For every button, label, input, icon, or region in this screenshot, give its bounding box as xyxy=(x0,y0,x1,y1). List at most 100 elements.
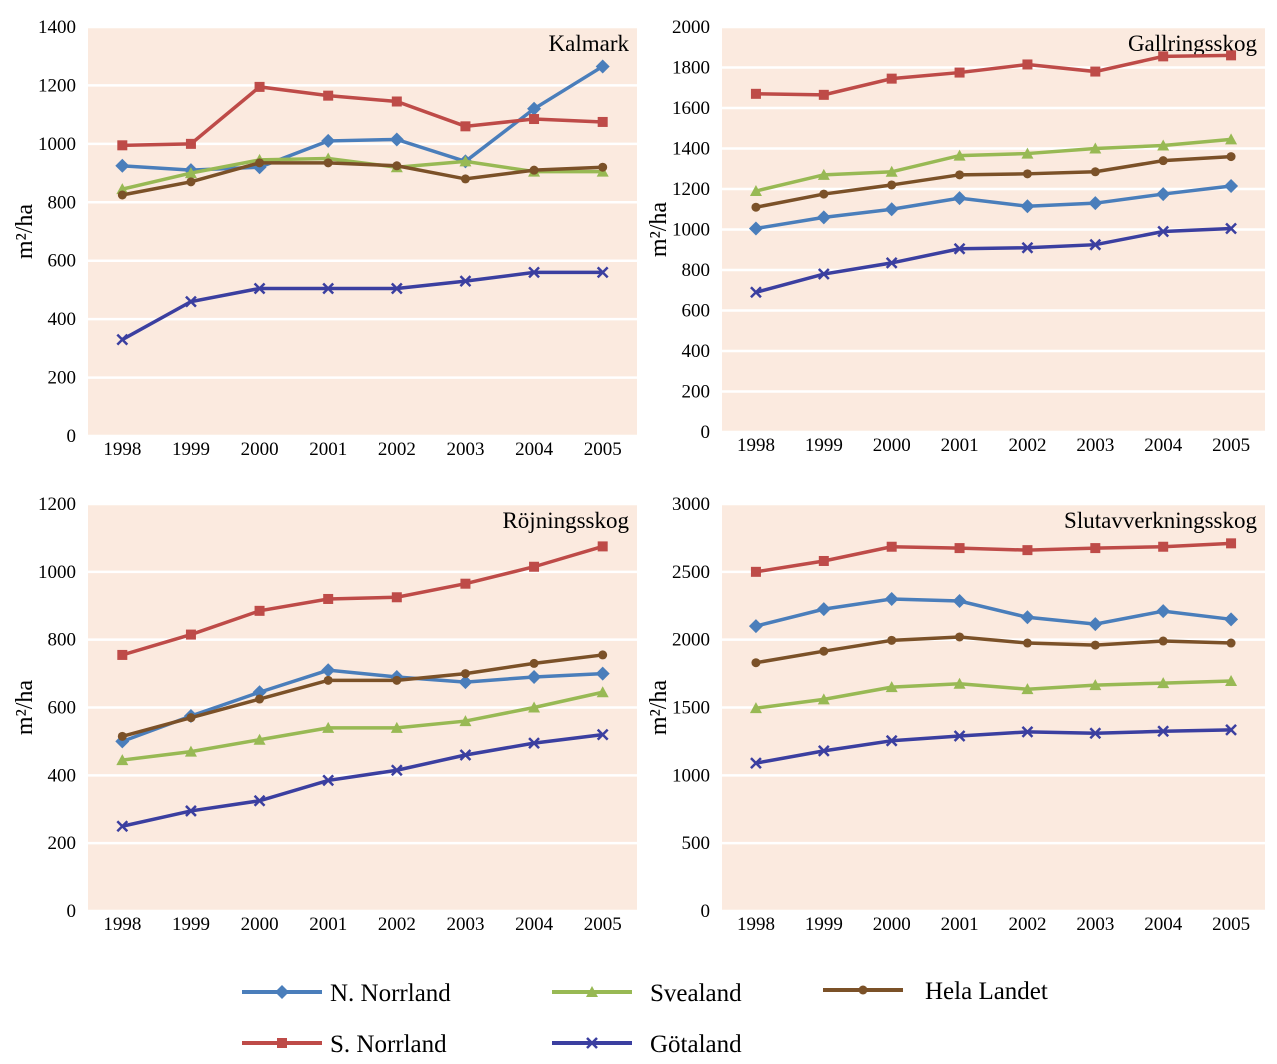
y-tick-label: 200 xyxy=(48,368,77,389)
marker xyxy=(816,210,831,225)
x-tick-label: 1998 xyxy=(103,439,141,460)
marker xyxy=(1088,617,1103,632)
marker xyxy=(1090,66,1101,77)
marker xyxy=(884,202,899,217)
series-line: Hela Landet xyxy=(755,154,1232,209)
x-tick-label: 2002 xyxy=(378,914,416,935)
marker xyxy=(1089,679,1102,691)
series-line: S. Norrland xyxy=(121,544,604,657)
marker xyxy=(391,592,402,603)
marker xyxy=(885,257,898,269)
marker xyxy=(1022,545,1033,556)
marker xyxy=(1021,726,1034,738)
marker xyxy=(1088,196,1103,211)
x-tick-label: 2002 xyxy=(1008,435,1046,456)
marker xyxy=(750,566,761,577)
marker xyxy=(596,728,609,741)
x-tick-label: 2003 xyxy=(1076,435,1114,456)
marker xyxy=(884,591,899,606)
marker xyxy=(528,266,540,279)
legend-label: Hela Landet xyxy=(925,978,1048,1005)
marker xyxy=(1158,51,1169,62)
marker xyxy=(1020,199,1035,214)
x-tick-label: 1999 xyxy=(172,914,210,935)
marker xyxy=(389,132,404,147)
y-tick-label: 600 xyxy=(682,301,711,322)
marker xyxy=(323,90,334,101)
y-tick-label: 0 xyxy=(701,901,711,922)
series-line xyxy=(121,270,603,342)
y-tick-label: 1000 xyxy=(38,134,76,155)
marker xyxy=(586,1037,598,1049)
marker xyxy=(185,138,196,149)
marker xyxy=(322,721,335,733)
x-tick-label: 1999 xyxy=(172,439,210,460)
series-line: Svealand xyxy=(755,679,1232,710)
legend-label: Svealand xyxy=(650,980,742,1007)
marker xyxy=(459,715,472,727)
y-axis-label: m²/ha xyxy=(646,680,672,736)
marker xyxy=(1158,636,1168,646)
marker xyxy=(323,675,333,685)
marker xyxy=(1089,142,1102,154)
y-tick-label: 400 xyxy=(48,309,77,330)
series-line: N. Norrland xyxy=(755,184,1232,231)
marker xyxy=(1224,612,1239,627)
marker xyxy=(955,632,965,642)
series-line: Götaland xyxy=(121,732,603,828)
y-tick-label: 2000 xyxy=(672,17,710,38)
y-tick-label: 400 xyxy=(48,765,77,786)
y-tick-label: 1200 xyxy=(38,494,76,515)
y-tick-label: 1500 xyxy=(672,698,710,719)
marker xyxy=(117,140,128,151)
y-tick-label: 1200 xyxy=(38,75,76,96)
series-line xyxy=(122,85,603,148)
series-line: Hela Landet xyxy=(755,635,1232,665)
marker xyxy=(953,242,966,255)
marker xyxy=(817,168,830,180)
marker xyxy=(598,162,608,172)
series-line: Götaland xyxy=(755,226,1232,294)
marker xyxy=(253,733,266,745)
x-tick-label: 1999 xyxy=(805,914,843,935)
marker xyxy=(816,602,831,617)
marker xyxy=(390,282,403,295)
marker xyxy=(323,593,334,604)
y-axis-label: m²/ha xyxy=(12,204,38,260)
marker xyxy=(952,594,967,609)
marker xyxy=(595,666,610,681)
marker xyxy=(186,177,196,187)
marker xyxy=(1225,222,1237,235)
chart-title: Kalmark xyxy=(549,31,630,56)
marker xyxy=(391,96,402,107)
marker xyxy=(117,731,127,741)
marker xyxy=(253,282,266,295)
marker xyxy=(528,737,540,749)
y-tick-label: 200 xyxy=(48,833,77,854)
marker xyxy=(390,721,403,733)
marker xyxy=(749,185,762,197)
marker xyxy=(858,985,868,995)
y-tick-label: 2000 xyxy=(672,630,710,651)
y-tick-label: 600 xyxy=(48,698,77,719)
marker xyxy=(185,295,197,308)
x-tick-label: 2001 xyxy=(941,435,979,456)
marker xyxy=(529,165,539,175)
x-tick-label: 1998 xyxy=(737,914,775,935)
marker xyxy=(818,89,829,100)
marker xyxy=(597,116,608,127)
marker xyxy=(529,658,539,668)
marker xyxy=(1089,727,1102,740)
x-tick-label: 2004 xyxy=(1144,435,1183,456)
marker xyxy=(255,694,265,704)
marker xyxy=(527,101,542,116)
x-tick-label: 2001 xyxy=(309,914,347,935)
x-tick-label: 2005 xyxy=(584,439,622,460)
marker xyxy=(817,745,830,757)
marker xyxy=(117,649,128,660)
marker xyxy=(1225,133,1238,145)
marker xyxy=(116,333,129,346)
marker xyxy=(597,541,608,552)
x-tick-label: 1999 xyxy=(805,435,843,456)
